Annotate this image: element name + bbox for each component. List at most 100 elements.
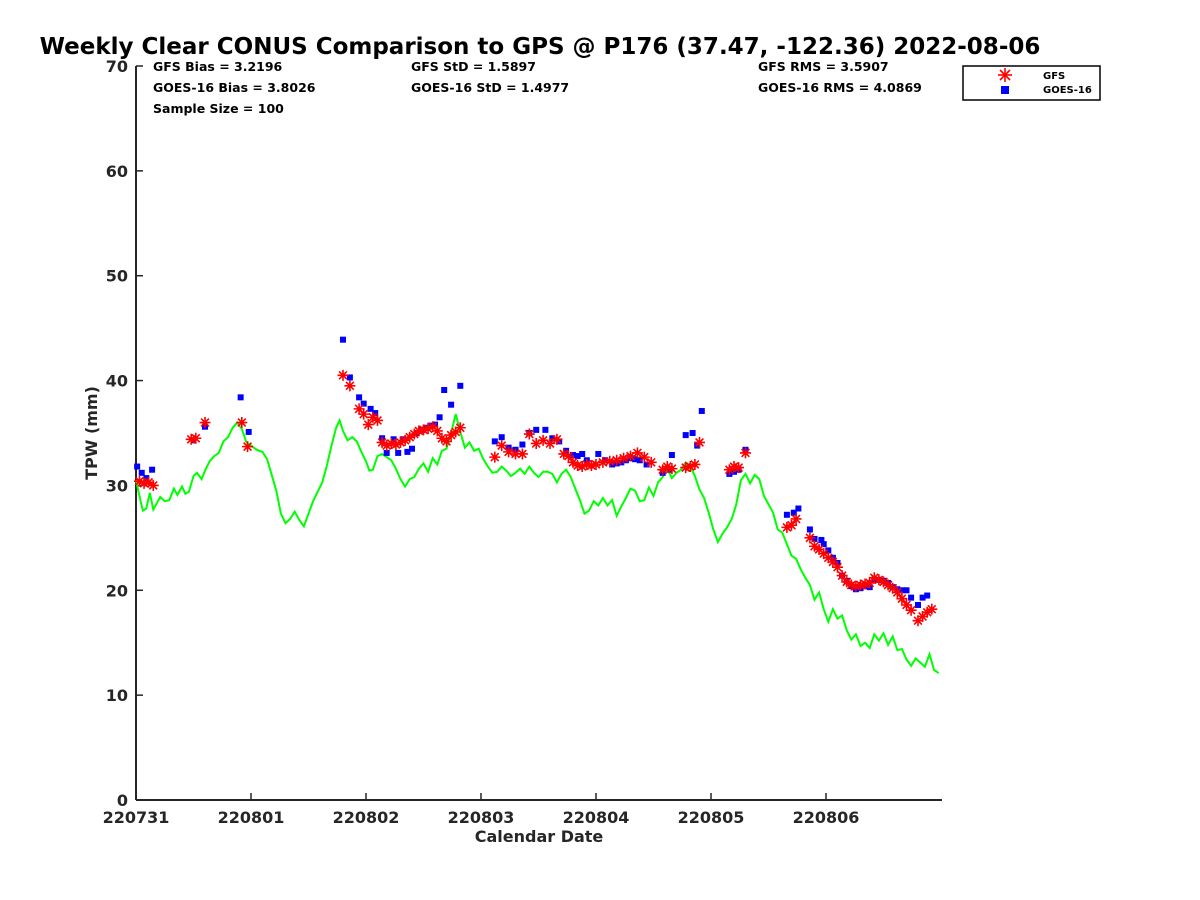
x-tick-label: 220802 [333,808,400,827]
goes-16-point [643,461,650,468]
goes-16-point [441,387,448,394]
gfs-point [901,599,912,611]
x-axis-title: Calendar Date [475,827,604,846]
gfs-point [855,579,866,591]
goes-16-point [825,547,832,554]
y-tick-label: 40 [106,372,128,391]
goes-16-point [908,594,915,601]
goes-16-point [574,453,581,460]
stat-goes-rms: GOES-16 RMS = 4.0869 [758,80,922,95]
gfs-point [841,576,853,588]
gfs-point [344,380,356,392]
goes-16-point [383,449,390,456]
gfs-point [645,456,657,468]
gfs-point [850,580,862,592]
gfs-point [133,475,145,487]
goes-16-point [818,536,825,543]
stat-gfs-rms: GFS RMS = 3.5907 [758,59,889,74]
gfs-point [376,436,388,448]
y-tick-label: 60 [106,162,128,181]
goes-16-point [579,450,586,457]
gfs-point [859,578,871,590]
goes-16-point [542,426,549,433]
gfs-point [905,604,917,616]
gfs-point [236,417,248,429]
goes-16-point [595,450,602,457]
gfs-point [631,447,643,459]
gfs-point [138,477,150,489]
legend-goes-marker-icon [1001,86,1009,94]
gfs-point [427,421,439,433]
gfs-point [590,458,602,470]
gfs-point [723,464,735,476]
gfs-point [362,419,374,431]
gfs-point [551,433,563,445]
goes-16-point [924,592,931,599]
gfs-point [408,428,420,440]
gfs-point [611,454,623,466]
gfs-point [864,577,876,589]
goes-16-point [245,428,252,435]
gfs-point [572,460,584,472]
stat-gfs-bias: GFS Bias = 3.2196 [153,59,283,74]
goes-16-point [346,374,353,381]
goes-16-point [448,401,455,408]
stats-panel: GFS Bias = 3.2196 GOES-16 Bias = 3.8026 … [153,59,922,116]
gfs-point [418,424,429,436]
gfs-point [813,543,825,555]
gfs-point [604,455,616,467]
y-tick-label: 50 [106,267,128,286]
goes-16-point [689,430,696,436]
gfs-point [657,464,669,476]
gfs-point [832,561,843,573]
y-tick-label: 30 [106,476,128,495]
gfs-point [567,456,579,468]
gfs-point [185,433,197,445]
gfs-point [523,428,535,440]
goes-16-point [134,463,141,470]
goes-16-point [919,594,926,601]
goes-16-point [491,438,498,445]
goes-16-point [790,509,797,516]
goes-16-point [549,435,556,442]
goes-16-point [618,459,625,466]
gfs-point [809,540,820,552]
goes-16-point [903,587,910,594]
y-tick-label: 70 [106,57,128,76]
goes-16-point [898,587,905,594]
gfs-point [558,448,570,460]
goes-16-point [820,541,827,548]
gfs-point [147,479,159,491]
gfs-point [385,437,397,449]
gfs-point [413,425,425,437]
gfs-point [896,593,908,605]
stat-goes-std: GOES-16 StD = 1.4977 [411,80,569,95]
gfs-point [684,461,696,473]
gfs-point [353,403,365,415]
gfs-point [818,548,830,560]
x-tick-label: 220806 [793,808,860,827]
goes-16-point [698,407,705,414]
gfs-point [454,422,466,434]
x-tick-label: 220805 [678,808,745,827]
gfs-point [372,414,383,426]
stat-sample-size: Sample Size = 100 [153,101,284,116]
x-tick-label: 220803 [448,808,515,827]
gfs-point [436,432,448,444]
gfs-point [618,452,630,464]
goes-16-point [395,449,402,456]
gfs-point [689,458,701,470]
y-tick-label: 20 [106,581,128,600]
series-gps [135,413,940,674]
gfs-point [781,521,793,533]
gfs-point [422,423,434,435]
gfs-point [450,426,462,438]
goes-16-point [915,601,921,608]
gfs-point [597,456,609,468]
gfs-point [878,576,889,588]
goes-16-point [570,452,576,459]
gfs-point [728,461,740,473]
gfs-point [431,425,443,437]
gfs-point [921,606,933,618]
